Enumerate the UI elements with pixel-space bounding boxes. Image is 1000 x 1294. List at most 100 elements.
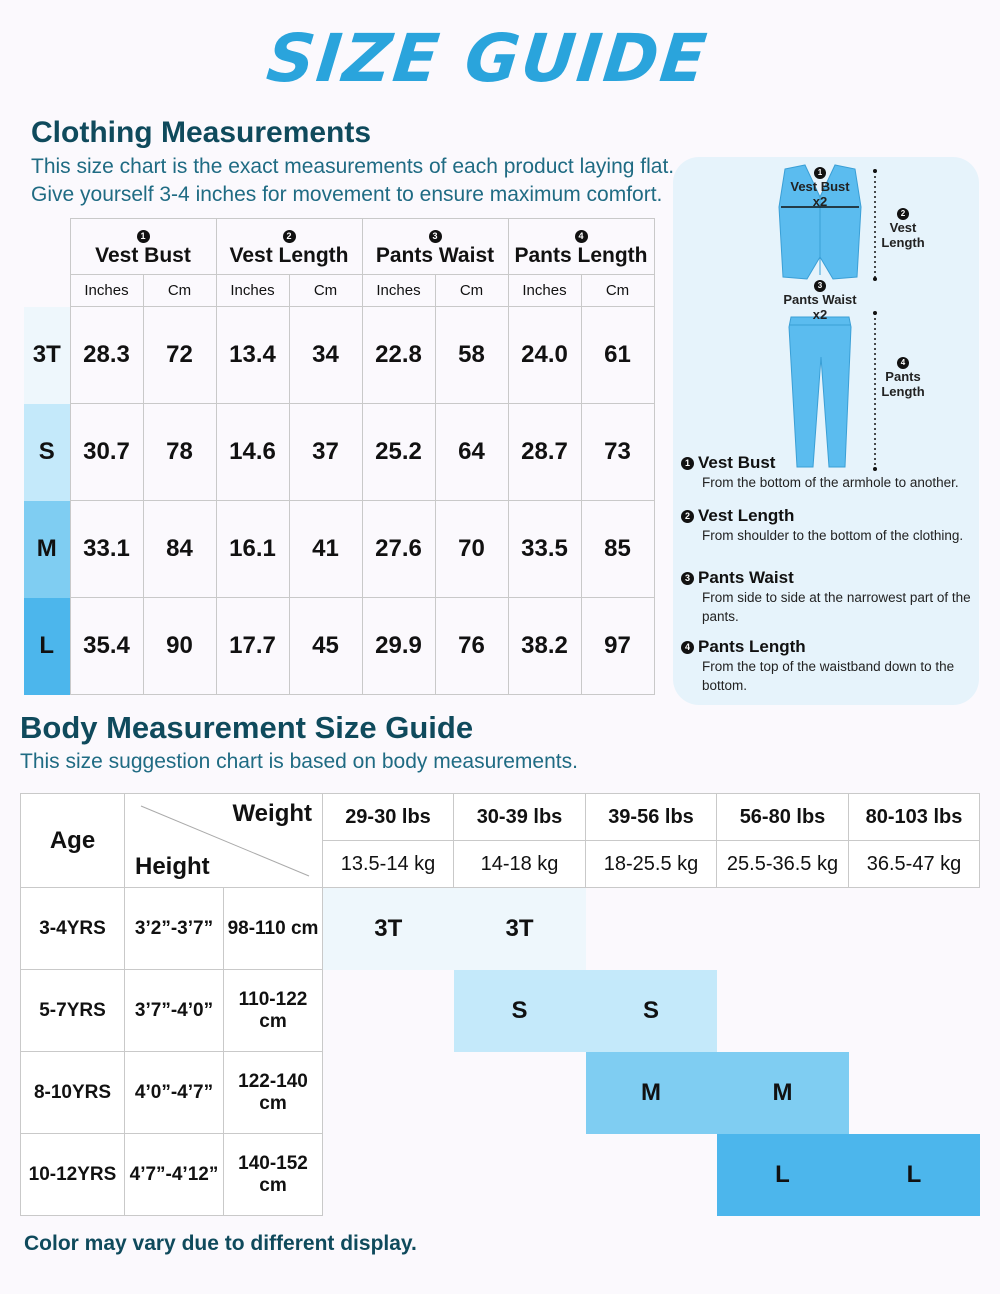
diagram-label-text: Vest Bust (790, 179, 850, 194)
weight-kg-cell: 25.5-36.5 kg (716, 840, 849, 888)
number-badge: 2 (681, 510, 694, 524)
size-cell: 3T (453, 887, 586, 970)
size-cell: L (716, 1133, 849, 1216)
table-cell: 33.5 (507, 500, 582, 598)
garment-diagram (778, 164, 877, 471)
table-cell: 27.6 (361, 500, 436, 598)
definition-term: Vest Bust (698, 453, 776, 472)
table-cell: 78 (142, 403, 217, 501)
age-cell: 5-7YRS (20, 969, 125, 1052)
column-label: Vest Bust (95, 244, 191, 267)
age-header: Age (20, 793, 125, 888)
table-row: S 30.7 78 14.6 37 25.2 64 28.7 73 (24, 403, 655, 501)
table-cell: 29.9 (361, 597, 436, 695)
number-badge: 2 (282, 230, 296, 243)
table-row: 8-10YRS 4’0”-4’7” 122-140 cm M M (20, 1051, 980, 1134)
size-cell: S (585, 969, 717, 1052)
table-cell: 58 (434, 306, 509, 404)
height-ft-cell: 3’2”-3’7” (124, 887, 224, 970)
definition-pants-waist: 3 Pants Waist From side to side at the na… (681, 568, 973, 626)
number-badge: 3 (428, 230, 442, 243)
corner-blank (24, 219, 70, 307)
size-label: L (24, 597, 70, 695)
table-cell: 72 (142, 306, 217, 404)
diagram-label-text: Length (881, 384, 925, 399)
weight-kg-cell: 18-25.5 kg (585, 840, 717, 888)
table-cell: 90 (142, 597, 217, 695)
height-cm-cell: 110-122 cm (223, 969, 323, 1052)
empty-cell (585, 1133, 717, 1216)
age-cell: 3-4YRS (20, 887, 125, 970)
table-cell: 64 (434, 403, 509, 501)
measurement-guide-panel: 1 Vest Bust x2 2 Vest Length 3 Pants Wai… (673, 157, 979, 705)
arrow-end (873, 467, 877, 471)
table-row: 5-7YRS 3’7”-4’0” 110-122 cm S S (20, 969, 980, 1052)
size-label: M (24, 500, 70, 598)
clothing-measurements-table: 1 Vest Bust 2 Vest Length 3 Pants Waist 4 Pa… (24, 218, 655, 695)
weight-lbs-cell: 30-39 lbs (453, 793, 586, 841)
unit-inches: Inches (507, 274, 582, 307)
table-cell: 30.7 (69, 403, 144, 501)
size-cell: M (716, 1051, 849, 1134)
diagram-label-text: x2 (812, 194, 828, 209)
weight-kg-cell: 36.5-47 kg (848, 840, 980, 888)
table-cell: 13.4 (215, 306, 290, 404)
table-cell: 14.6 (215, 403, 290, 501)
empty-cell (848, 969, 980, 1052)
size-cell: 3T (322, 887, 454, 970)
table-cell: 33.1 (69, 500, 144, 598)
table-cell: 24.0 (507, 306, 582, 404)
unit-cm: Cm (142, 274, 217, 307)
height-ft-cell: 4’0”-4’7” (124, 1051, 224, 1134)
number-badge: 4 (574, 230, 588, 243)
empty-cell (848, 887, 980, 970)
definition-term: Vest Length (698, 506, 795, 525)
empty-cell (848, 1051, 980, 1134)
table-row: M 33.1 84 16.1 41 27.6 70 33.5 85 (24, 500, 655, 598)
table-row: 3T 28.3 72 13.4 34 22.8 58 24.0 61 (24, 306, 655, 404)
definition-desc: From the bottom of the armhole to anothe… (702, 475, 959, 490)
weight-kg-cell: 13.5-14 kg (322, 840, 454, 888)
diagram-label-text: Pants (885, 369, 921, 384)
diagram-label-text: Length (881, 235, 925, 250)
diagram-pants-length-label: 4 Pants Length (871, 353, 935, 399)
empty-cell (453, 1051, 586, 1134)
empty-cell (453, 1133, 586, 1216)
clothing-heading: Clothing Measurements (31, 116, 372, 149)
definition-term: Pants Length (698, 637, 806, 656)
size-cell: M (585, 1051, 717, 1134)
height-label: Height (135, 853, 210, 880)
table-row: L 35.4 90 17.7 45 29.9 76 38.2 97 (24, 597, 655, 695)
definition-term: Pants Waist (698, 568, 794, 587)
size-cell: S (453, 969, 586, 1052)
diagram-label-text: Vest (889, 220, 917, 235)
table-row: 10-12YRS 4’7”-4’12” 140-152 cm L L (20, 1133, 980, 1216)
clothing-subtitle-line2: Give yourself 3-4 inches for movement to… (31, 183, 663, 206)
diagram-vest-length-label: 2 Vest Length (871, 204, 935, 250)
number-badge: 1 (681, 457, 694, 471)
definition-desc: From side to side at the narrowest part … (702, 590, 971, 624)
height-cm-cell: 98-110 cm (223, 887, 323, 970)
number-badge: 1 (814, 167, 826, 179)
column-label: Vest Length (229, 244, 349, 267)
empty-cell (716, 887, 849, 970)
table-row: 3-4YRS 3’2”-3’7” 98-110 cm 3T 3T (20, 887, 980, 970)
empty-cell (585, 887, 717, 970)
column-label: Pants Length (514, 244, 648, 267)
table-cell: 41 (288, 500, 363, 598)
diagram-label-text: Pants Waist (783, 292, 857, 307)
weight-lbs-cell: 29-30 lbs (322, 793, 454, 841)
unit-inches: Inches (361, 274, 436, 307)
size-label: S (24, 403, 70, 501)
table-cell: 28.7 (507, 403, 582, 501)
clothing-subtitle-line1: This size chart is the exact measurement… (31, 155, 675, 178)
unit-cm: Cm (288, 274, 363, 307)
page-title: SIZE GUIDE (263, 20, 712, 97)
unit-cm: Cm (434, 274, 509, 307)
table-cell: 97 (580, 597, 655, 695)
table-cell: 35.4 (69, 597, 144, 695)
age-cell: 8-10YRS (20, 1051, 125, 1134)
empty-cell (322, 969, 454, 1052)
definition-desc: From shoulder to the bottom of the cloth… (702, 528, 964, 543)
table-cell: 16.1 (215, 500, 290, 598)
